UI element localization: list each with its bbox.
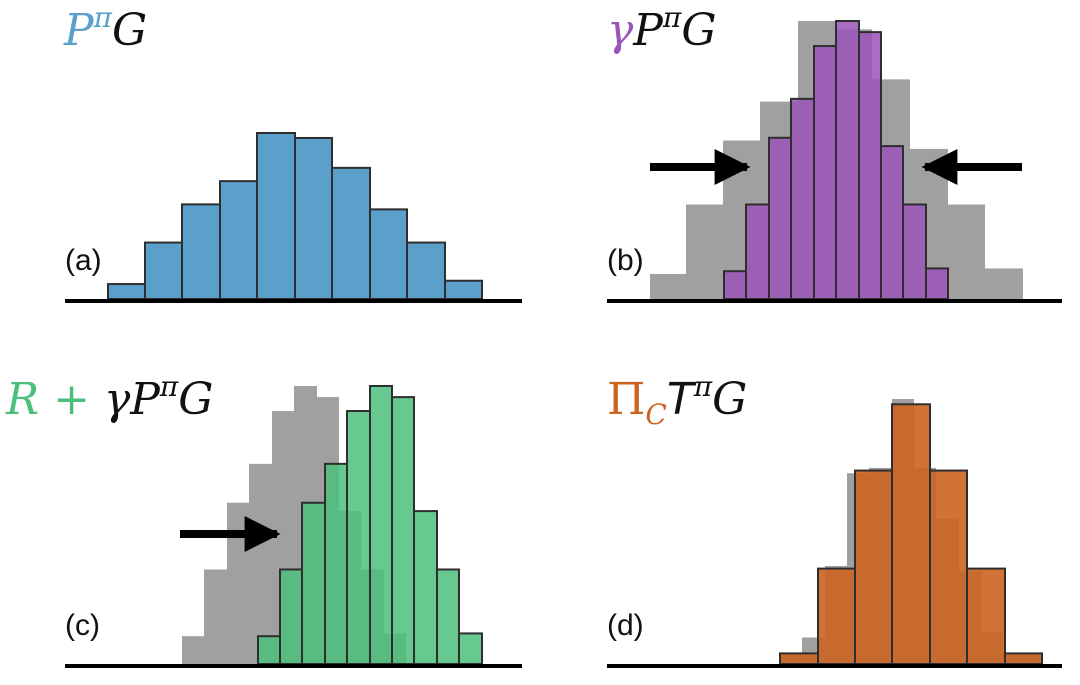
histogram-group-c	[182, 385, 483, 666]
formula-b-part: G	[681, 5, 716, 56]
histogram-bar-c-main	[458, 632, 483, 665]
histogram-bar-c-main	[369, 385, 393, 665]
formula-a-part: G	[112, 5, 147, 56]
histogram-group-b	[650, 20, 1023, 301]
histogram-bar-c-main	[279, 568, 303, 665]
panel-label-a: (a)	[65, 244, 102, 277]
histogram-bar-b-main	[790, 97, 815, 300]
formula-d-part: G	[712, 374, 747, 425]
panel-c: (c) R + γPπG	[5, 370, 522, 668]
histogram-group-a	[107, 132, 483, 301]
histogram-bar-c-reference	[204, 569, 227, 664]
formula-c-part: π	[159, 370, 179, 403]
histogram-bar-c-main	[391, 396, 415, 665]
formula-d: ΠCTπG	[607, 370, 747, 431]
histogram-bar-b-main	[902, 203, 927, 300]
histogram-bar-b-reference	[985, 268, 1023, 299]
histogram-bar-b-main	[858, 31, 882, 301]
formula-b-part: π	[662, 1, 682, 34]
formula-c: R + γPπG	[5, 370, 213, 425]
panel-b: (b) γPπG	[607, 1, 1062, 303]
formula-c-part: R	[5, 374, 39, 425]
histogram-bar-d-main	[966, 567, 1006, 665]
histogram-bar-a-main	[181, 203, 221, 301]
histogram-bar-d-main	[1004, 652, 1043, 666]
panel-label-b: (b)	[607, 244, 644, 277]
formula-a-part: π	[93, 1, 113, 34]
histogram-bar-c-main	[436, 568, 460, 665]
histogram-bar-c-reference	[227, 502, 249, 664]
formula-b: γPπG	[607, 1, 716, 56]
histogram-bar-c-reference	[249, 463, 272, 664]
histogram-group-d	[779, 399, 1043, 666]
formula-c-part: P	[129, 374, 161, 425]
histogram-bar-d-main	[854, 469, 893, 665]
formula-c-part: G	[178, 374, 213, 425]
histogram-bar-c-reference	[182, 636, 204, 664]
histogram-bar-d-main	[779, 652, 819, 666]
histogram-bar-d-main	[891, 403, 931, 665]
histogram-bar-b-main	[723, 270, 747, 301]
histogram-bar-c-main	[346, 410, 371, 665]
histogram-bar-b-main	[925, 267, 949, 301]
panel-a: (a) PπG	[63, 1, 522, 303]
formula-d-part: T	[667, 374, 697, 425]
histogram-bar-a-main	[444, 279, 483, 300]
histogram-bar-a-main	[107, 283, 146, 300]
histogram-bar-a-main	[406, 241, 446, 300]
histogram-bar-a-main	[219, 180, 258, 300]
histogram-bar-b-main	[880, 145, 904, 300]
histogram-bar-b-reference	[686, 204, 723, 299]
histogram-bar-a-main	[331, 166, 371, 300]
formula-b-part: γ	[607, 5, 634, 56]
histogram-bar-b-main	[768, 136, 792, 300]
formula-c-part: γ	[104, 374, 131, 425]
panel-d: (d) ΠCTπG	[607, 370, 1062, 668]
histogram-bar-c-main	[324, 462, 348, 665]
histogram-bar-a-main	[256, 132, 296, 300]
histogram-bar-b-reference	[948, 204, 985, 299]
histogram-bar-b-main	[835, 20, 860, 300]
formula-d-part: π	[693, 370, 713, 403]
histogram-bar-a-main	[294, 136, 333, 300]
panel-label-c: (c)	[65, 609, 100, 642]
histogram-bar-c-main	[413, 510, 438, 665]
histogram-bar-d-main	[929, 469, 968, 665]
histogram-bar-b-reference	[650, 273, 686, 299]
histogram-bar-b-main	[813, 45, 837, 300]
formula-d-part: Π	[607, 374, 645, 425]
histogram-bar-d-main	[817, 567, 856, 665]
histogram-bar-b-main	[745, 203, 770, 300]
histogram-bar-c-main	[301, 501, 326, 666]
histogram-bar-c-main	[257, 635, 281, 666]
formula-a: PπG	[63, 1, 147, 56]
formula-b-part: P	[632, 5, 664, 56]
formula-a-part: P	[63, 5, 95, 56]
histogram-bar-a-main	[144, 241, 183, 300]
formula-c-part: +	[39, 374, 104, 425]
panel-label-d: (d)	[607, 609, 644, 642]
formula-d-part: C	[645, 398, 666, 431]
histogram-bar-a-main	[369, 208, 408, 300]
